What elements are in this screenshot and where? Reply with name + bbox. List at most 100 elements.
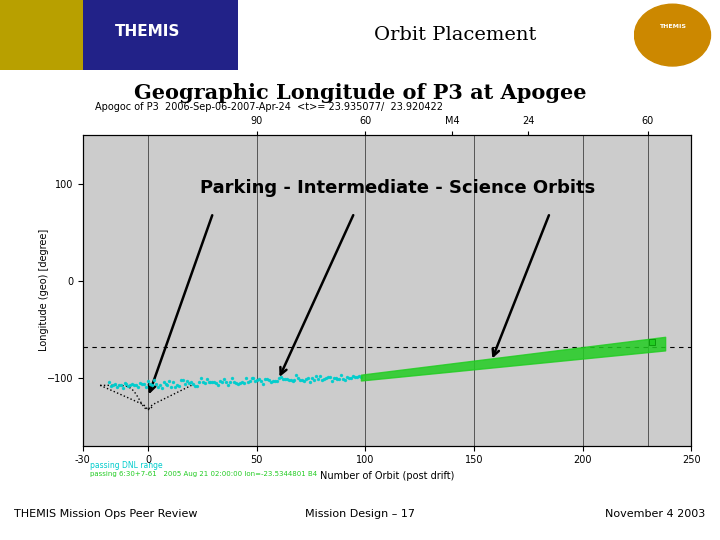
Point [146, 381, 158, 389]
Point [109, 380, 120, 389]
Point [117, 384, 128, 393]
Point [228, 378, 240, 387]
Point [267, 376, 279, 385]
Point [330, 374, 341, 383]
Point [279, 375, 290, 383]
Point [326, 376, 338, 385]
Point [204, 377, 216, 386]
Point [224, 377, 235, 386]
Point [142, 376, 153, 385]
Point [340, 375, 351, 384]
Point [195, 374, 207, 382]
Point [174, 381, 185, 390]
Point [162, 381, 174, 389]
Text: Apogoc of P3  2006-Sep-06-2007-Apr-24  <t>= 23.935077/  23.920422: Apogoc of P3 2006-Sep-06-2007-Apr-24 <t>… [95, 102, 443, 112]
Point [333, 375, 345, 384]
Point [271, 376, 283, 385]
Point [179, 379, 191, 388]
Bar [0, 0, 84, 70]
Point [114, 381, 126, 389]
Point [341, 373, 353, 381]
Point [250, 377, 261, 386]
Point [349, 373, 361, 381]
Y-axis label: Longitude (geo) [degree]: Longitude (geo) [degree] [40, 229, 50, 352]
Point [181, 377, 193, 386]
Point [275, 373, 287, 381]
Point [322, 372, 333, 381]
Point [354, 372, 365, 380]
Point [171, 380, 183, 389]
Point [193, 377, 204, 386]
Text: Geographic Longitude of P3 at Apogee: Geographic Longitude of P3 at Apogee [134, 83, 586, 103]
Point [113, 381, 125, 389]
Point [152, 382, 163, 391]
Bar [84, 0, 238, 70]
Point [355, 373, 366, 381]
Text: Parking - Intermediate - Science Orbits: Parking - Intermediate - Science Orbits [200, 179, 595, 197]
Point [187, 380, 199, 389]
Point [300, 374, 312, 383]
Point [294, 376, 306, 384]
Point [264, 375, 275, 384]
Point [292, 374, 304, 382]
Point [226, 374, 238, 382]
Point [324, 373, 336, 382]
Point [189, 382, 201, 390]
Point [127, 379, 138, 388]
Point [199, 379, 210, 388]
Point [209, 378, 220, 387]
Text: THEMIS: THEMIS [659, 24, 686, 29]
Point [242, 377, 253, 386]
Point [338, 375, 349, 383]
Point [132, 383, 144, 391]
Point [308, 376, 320, 384]
Point [160, 380, 171, 389]
Point [140, 383, 152, 391]
Point [169, 383, 181, 391]
Point [125, 381, 136, 389]
Point [283, 375, 294, 384]
Point [312, 374, 324, 383]
Point [220, 378, 232, 387]
Point [148, 376, 160, 384]
Point [138, 380, 150, 388]
Point [343, 373, 355, 382]
Point [212, 381, 224, 389]
X-axis label: Number of Orbit (post drift): Number of Orbit (post drift) [320, 471, 454, 481]
Point [166, 382, 177, 391]
Point [136, 380, 148, 388]
Point [285, 376, 297, 384]
Point [256, 377, 267, 386]
Point [154, 380, 166, 389]
Point [128, 381, 140, 389]
Point [207, 377, 218, 386]
Point [107, 381, 119, 389]
Point [230, 379, 242, 388]
Point [332, 375, 343, 383]
Point [218, 375, 230, 384]
Point [236, 377, 248, 386]
Point [163, 377, 175, 386]
Point [201, 374, 212, 383]
Point [258, 380, 269, 388]
Point [299, 377, 310, 386]
Point [238, 379, 249, 388]
Point [291, 371, 302, 380]
Point [144, 380, 156, 388]
Point [328, 374, 339, 382]
Point [246, 374, 257, 382]
Point [177, 375, 189, 384]
Point [347, 372, 359, 381]
Point [168, 378, 179, 387]
Point [234, 379, 246, 388]
Text: Mission Design – 17: Mission Design – 17 [305, 509, 415, 519]
Point [336, 370, 347, 379]
Point [150, 380, 161, 388]
Point [222, 381, 234, 390]
Point [273, 373, 284, 382]
Point [302, 374, 314, 383]
Point [217, 377, 228, 386]
Point [119, 379, 130, 387]
Point [105, 382, 117, 390]
Point [287, 377, 298, 386]
